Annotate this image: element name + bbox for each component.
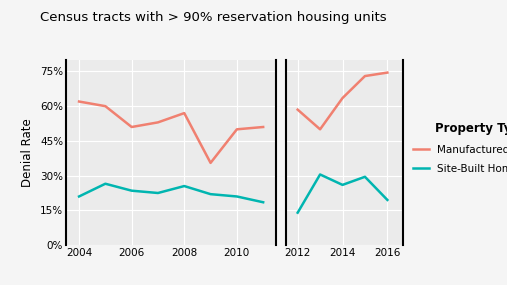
Text: Census tracts with > 90% reservation housing units: Census tracts with > 90% reservation hou… — [40, 11, 386, 25]
Legend: Manufactured Homes, Site-Built Homes: Manufactured Homes, Site-Built Homes — [413, 122, 507, 174]
Y-axis label: Denial Rate: Denial Rate — [21, 118, 34, 187]
